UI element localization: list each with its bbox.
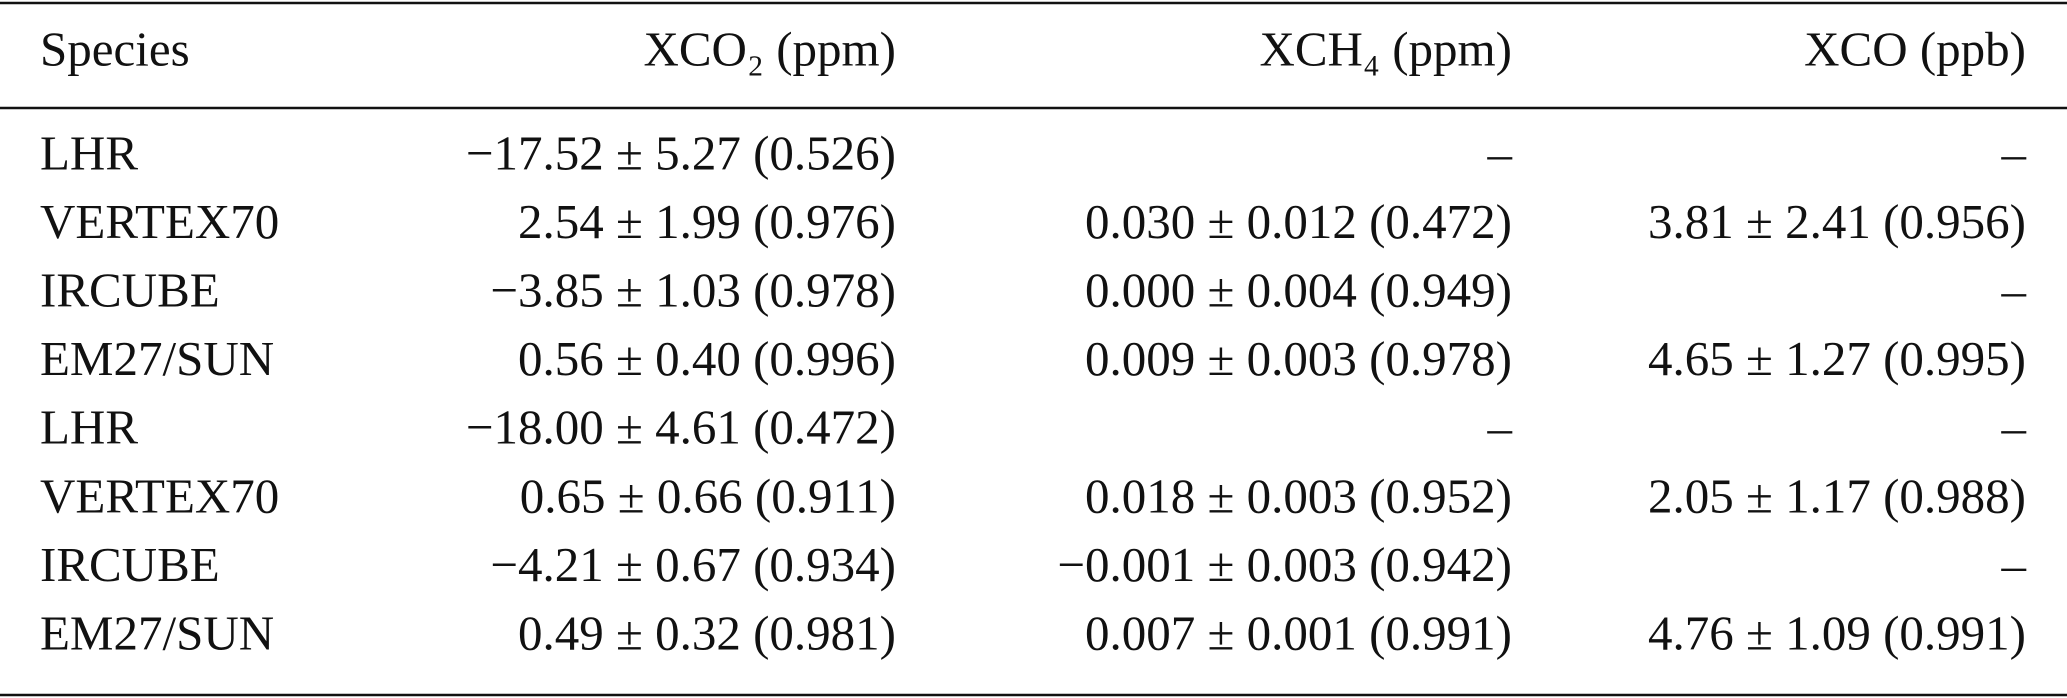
cell: 0.009 ± 0.003 (0.978): [1085, 331, 1512, 386]
cell: 0.000 ± 0.004 (0.949): [1085, 262, 1512, 317]
row-label: IRCUBE: [40, 262, 220, 317]
row-label: VERTEX70: [40, 194, 279, 249]
row-label: LHR: [40, 125, 138, 180]
cell: 0.56 ± 0.40 (0.996): [518, 331, 896, 386]
cell: −0.001 ± 0.003 (0.942): [1057, 537, 1512, 592]
cell: 0.49 ± 0.32 (0.981): [518, 605, 896, 660]
cell: 0.018 ± 0.003 (0.952): [1085, 468, 1512, 523]
cell: 0.030 ± 0.012 (0.472): [1085, 194, 1512, 249]
cell: 2.05 ± 1.17 (0.988): [1648, 468, 2026, 523]
cell: –: [2001, 537, 2027, 592]
cell: −18.00 ± 4.61 (0.472): [466, 400, 896, 455]
header-cell: XCO (ppb): [1804, 21, 2026, 76]
cell: 4.76 ± 1.09 (0.991): [1648, 605, 2026, 660]
header-cell: Species: [40, 21, 190, 76]
cell: −3.85 ± 1.03 (0.978): [490, 262, 896, 317]
cell: −17.52 ± 5.27 (0.526): [466, 125, 896, 180]
cell: 3.81 ± 2.41 (0.956): [1648, 194, 2026, 249]
header-cell: XCH₄ (ppm): [1259, 21, 1512, 76]
row-label: EM27/SUN: [40, 331, 274, 386]
cell: –: [1487, 125, 1513, 180]
cell: –: [2001, 262, 2027, 317]
row-label: VERTEX70: [40, 468, 279, 523]
row-label: IRCUBE: [40, 537, 220, 592]
row-label: LHR: [40, 400, 138, 455]
cell: −4.21 ± 0.67 (0.934): [490, 537, 896, 592]
cell: 2.54 ± 1.99 (0.976): [518, 194, 896, 249]
cell: –: [1487, 400, 1513, 455]
cell: –: [2001, 400, 2027, 455]
cell: 4.65 ± 1.27 (0.995): [1648, 331, 2026, 386]
cell: 0.007 ± 0.001 (0.991): [1085, 605, 1512, 660]
cell: –: [2001, 125, 2027, 180]
row-label: EM27/SUN: [40, 605, 274, 660]
header-cell: XCO₂ (ppm): [643, 21, 896, 76]
cell: 0.65 ± 0.66 (0.911): [520, 468, 896, 523]
